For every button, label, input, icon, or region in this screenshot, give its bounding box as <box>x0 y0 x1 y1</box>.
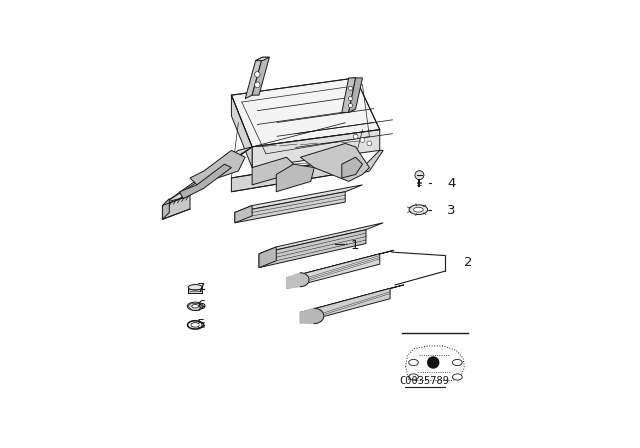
Polygon shape <box>235 185 362 212</box>
Circle shape <box>348 103 353 108</box>
Polygon shape <box>163 198 170 220</box>
Polygon shape <box>342 78 356 112</box>
Circle shape <box>255 72 260 77</box>
Polygon shape <box>300 143 369 181</box>
Polygon shape <box>287 273 309 289</box>
Polygon shape <box>252 57 269 95</box>
Ellipse shape <box>188 284 202 290</box>
Circle shape <box>255 82 260 87</box>
Text: C0035789: C0035789 <box>399 376 449 386</box>
Ellipse shape <box>452 374 462 380</box>
Polygon shape <box>259 247 276 267</box>
Ellipse shape <box>192 305 198 308</box>
Ellipse shape <box>409 205 428 215</box>
Text: 3: 3 <box>447 204 456 217</box>
Polygon shape <box>180 164 232 198</box>
Polygon shape <box>287 275 300 289</box>
Polygon shape <box>259 223 383 254</box>
Circle shape <box>360 138 365 142</box>
Polygon shape <box>342 157 362 178</box>
Polygon shape <box>232 157 356 192</box>
Polygon shape <box>232 78 380 147</box>
Polygon shape <box>190 151 245 185</box>
Polygon shape <box>300 308 324 323</box>
Circle shape <box>353 134 358 139</box>
Polygon shape <box>259 230 366 267</box>
Polygon shape <box>300 309 314 323</box>
Polygon shape <box>232 95 252 168</box>
Polygon shape <box>287 254 380 289</box>
Circle shape <box>427 356 440 369</box>
Ellipse shape <box>409 374 419 380</box>
Polygon shape <box>252 157 294 185</box>
Text: 2: 2 <box>464 256 473 269</box>
Ellipse shape <box>409 359 419 366</box>
Ellipse shape <box>452 359 462 366</box>
Polygon shape <box>255 57 269 60</box>
Polygon shape <box>163 195 190 220</box>
Polygon shape <box>235 206 252 223</box>
Polygon shape <box>349 78 362 112</box>
Polygon shape <box>166 147 252 202</box>
Circle shape <box>415 171 424 180</box>
Circle shape <box>348 86 353 90</box>
Circle shape <box>348 96 353 101</box>
Ellipse shape <box>413 207 423 212</box>
Text: 7: 7 <box>197 282 205 295</box>
Polygon shape <box>188 287 202 293</box>
Polygon shape <box>287 250 394 278</box>
Polygon shape <box>245 57 262 99</box>
Ellipse shape <box>188 302 203 310</box>
Text: 1: 1 <box>351 239 359 252</box>
Polygon shape <box>235 192 345 223</box>
Polygon shape <box>356 151 383 174</box>
Polygon shape <box>300 285 404 313</box>
Text: 6: 6 <box>197 299 205 312</box>
Text: 4: 4 <box>447 177 456 190</box>
Text: 5: 5 <box>197 318 205 331</box>
Circle shape <box>367 141 372 146</box>
Polygon shape <box>300 289 390 323</box>
Polygon shape <box>252 129 380 168</box>
Polygon shape <box>276 164 314 192</box>
